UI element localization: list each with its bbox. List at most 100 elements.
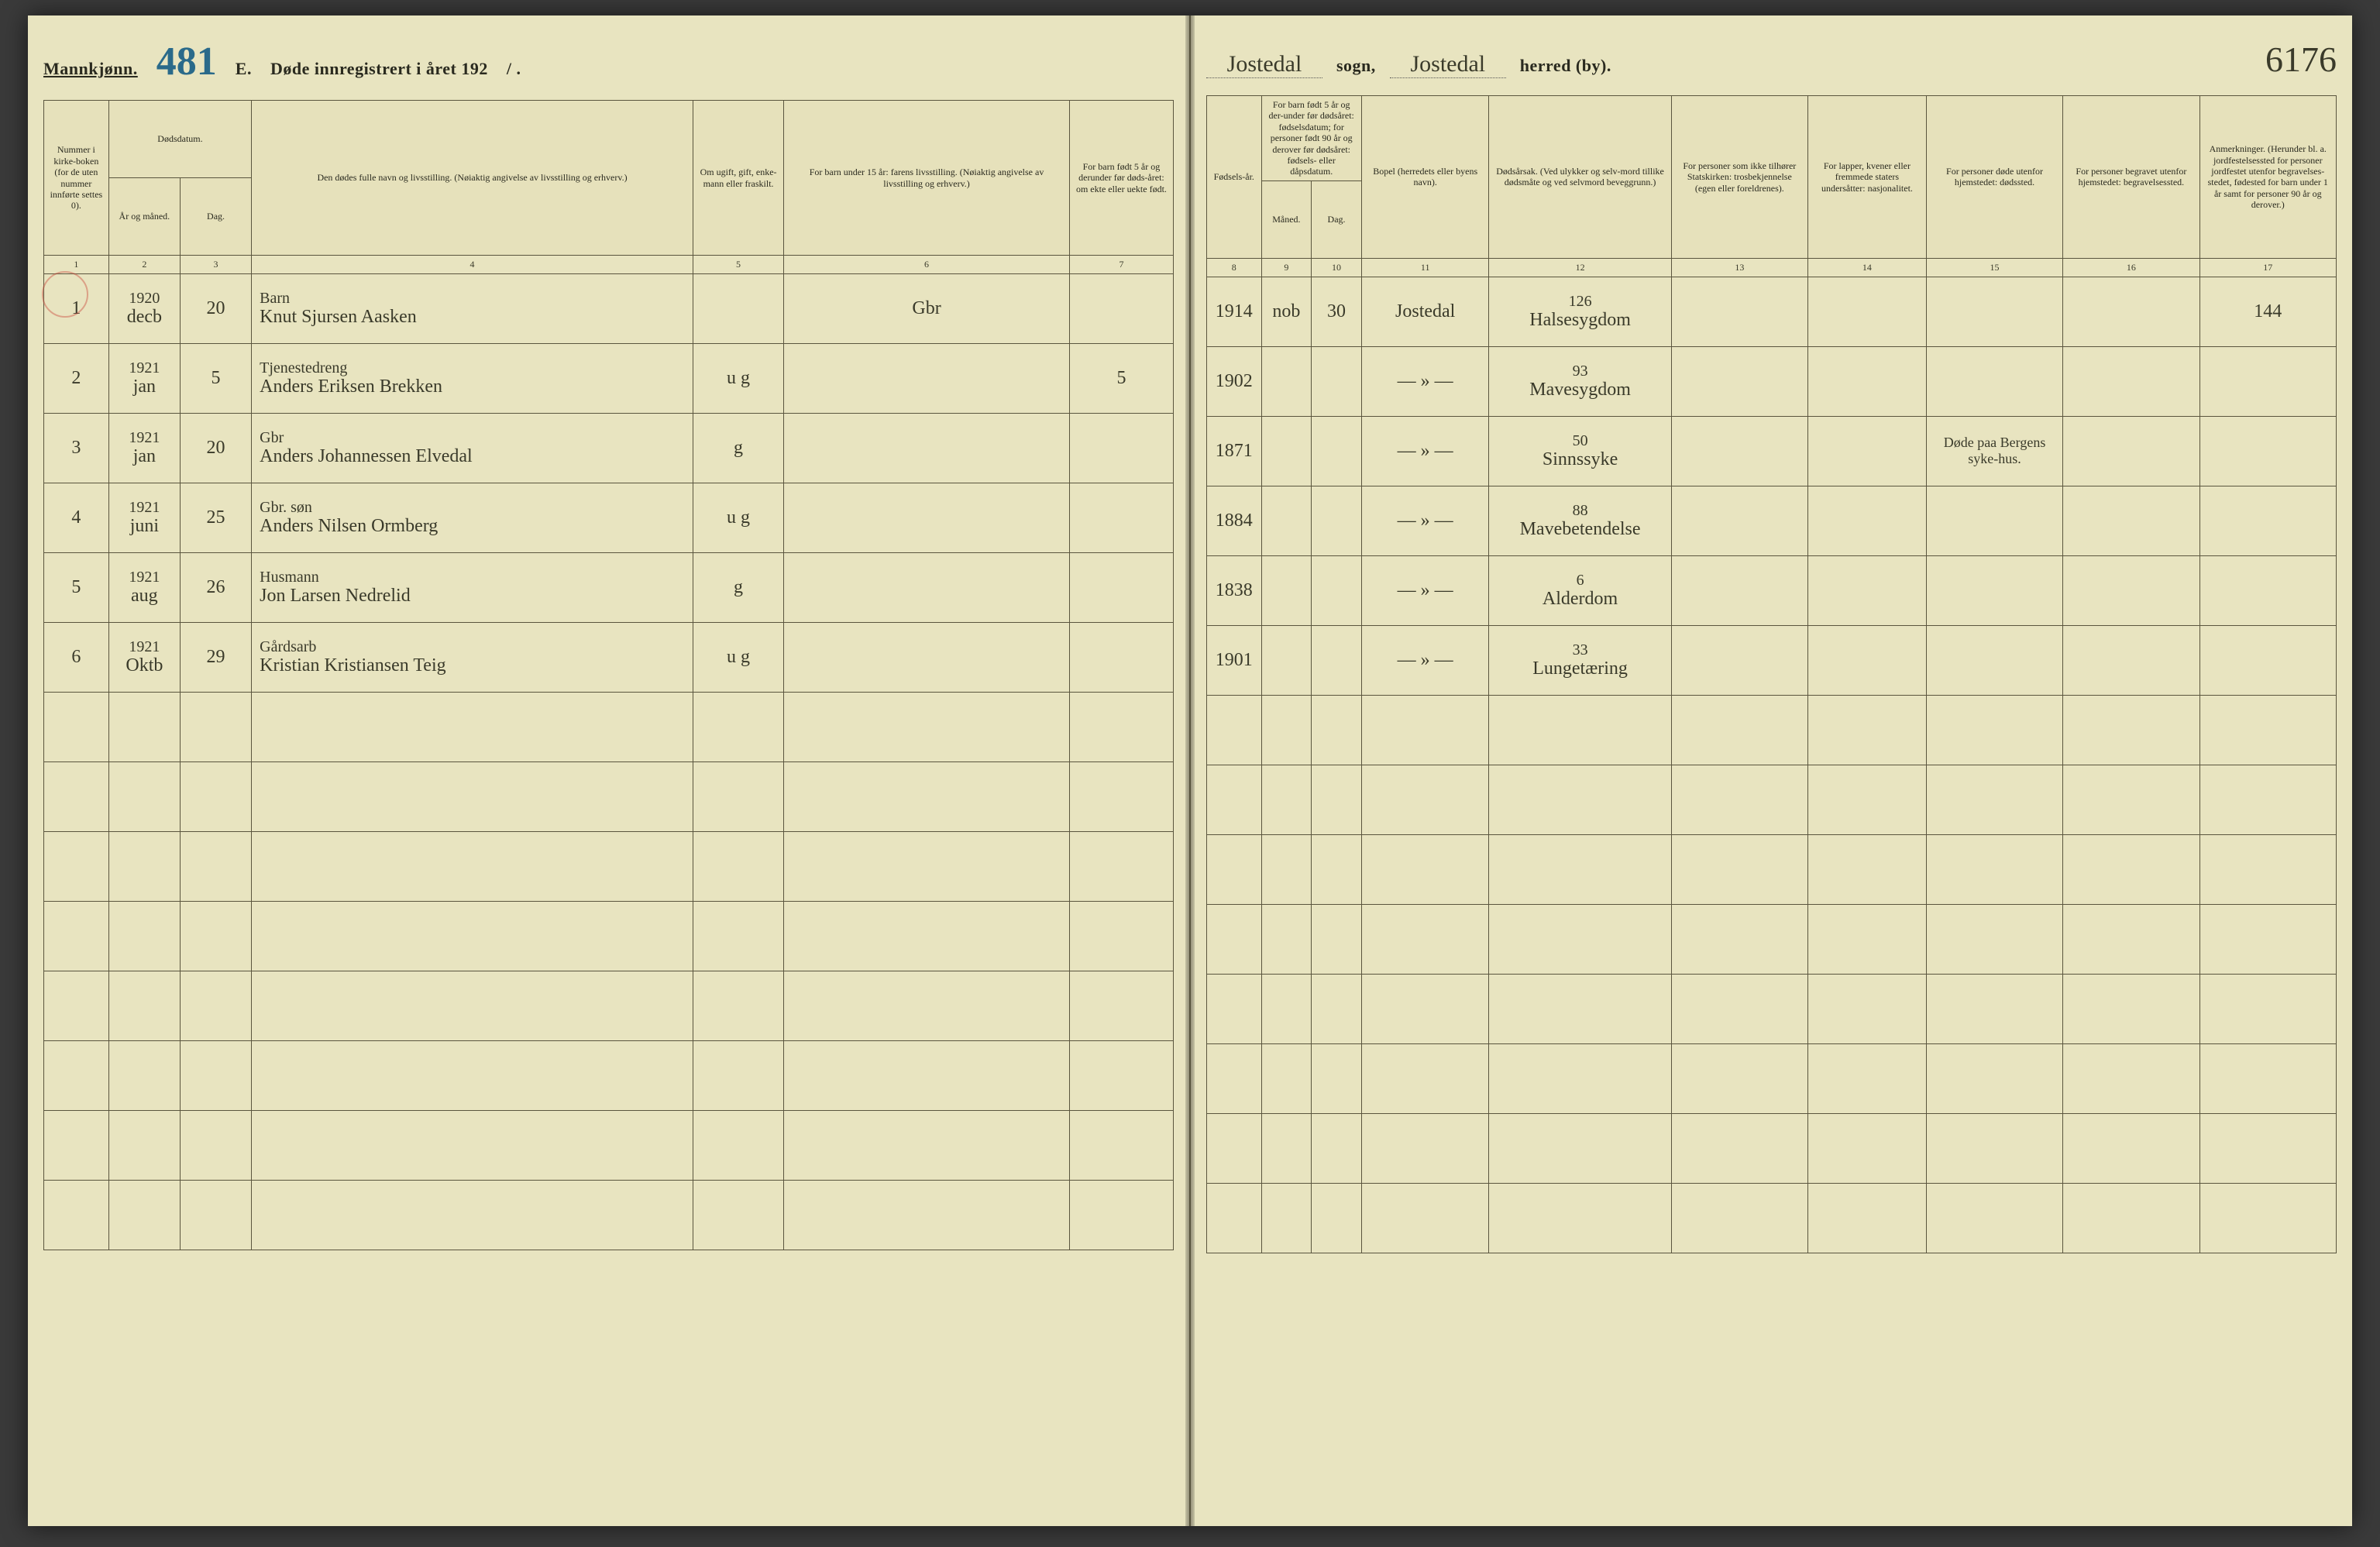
burial-place <box>2063 625 2199 695</box>
table-row-blank <box>44 971 1174 1041</box>
birth-year: 1901 <box>1207 625 1262 695</box>
death-place <box>1926 486 2062 555</box>
table-row-blank <box>1207 765 2337 834</box>
marital-status: u g <box>693 623 783 693</box>
cause-of-death: 33Lungetæring <box>1489 625 1671 695</box>
table-row-blank <box>44 902 1174 971</box>
col-number: 13 <box>1671 258 1807 277</box>
legitimate <box>1069 623 1173 693</box>
burial-place <box>2063 346 2199 416</box>
remarks <box>2199 346 2336 416</box>
residence: — » — <box>1361 555 1489 625</box>
burial-place <box>2063 486 2199 555</box>
table-row: 41921juni25Gbr. sønAnders Nilsen Ormberg… <box>44 483 1174 553</box>
col-header: Dødsdatum. <box>108 101 251 178</box>
birth-year: 1871 <box>1207 416 1262 486</box>
remarks <box>2199 625 2336 695</box>
name-occupation: TjenestedrengAnders Eriksen Brekken <box>252 344 693 414</box>
birth-day <box>1312 346 1362 416</box>
title-prefix: E. <box>236 59 252 79</box>
table-row-blank <box>44 1111 1174 1181</box>
col-header: År og måned. <box>108 178 180 256</box>
table-row: 1884— » —88Mavebetendelse <box>1207 486 2337 555</box>
birth-month <box>1261 555 1312 625</box>
father-occupation <box>784 483 1070 553</box>
legitimate: 5 <box>1069 344 1173 414</box>
row-number: 5 <box>44 553 109 623</box>
table-row-blank <box>1207 904 2337 974</box>
col-header: Anmerkninger. (Herunder bl. a. jordfeste… <box>2199 96 2336 259</box>
table-row-blank <box>1207 1113 2337 1183</box>
death-year-month: 1921Oktb <box>108 623 180 693</box>
table-row: 51921aug26HusmannJon Larsen Nedrelidg <box>44 553 1174 623</box>
col13 <box>1671 625 1807 695</box>
table-row: 1901— » —33Lungetæring <box>1207 625 2337 695</box>
birth-month <box>1261 486 1312 555</box>
marital-status: u g <box>693 344 783 414</box>
remarks <box>2199 555 2336 625</box>
table-row-blank <box>44 1041 1174 1111</box>
col13 <box>1671 555 1807 625</box>
col13 <box>1671 416 1807 486</box>
col-number: 15 <box>1926 258 2062 277</box>
table-row: 31921jan20GbrAnders Johannessen Elvedalg <box>44 414 1174 483</box>
remarks <box>2199 486 2336 555</box>
col-number: 16 <box>2063 258 2199 277</box>
name-occupation: GbrAnders Johannessen Elvedal <box>252 414 693 483</box>
col-number: 9 <box>1261 258 1312 277</box>
row-number: 1 <box>44 274 109 344</box>
marital-status: u g <box>693 483 783 553</box>
title-year-suffix: / . <box>507 59 521 79</box>
table-row-blank <box>1207 834 2337 904</box>
col-header: Nummer i kirke-boken (for de uten nummer… <box>44 101 109 256</box>
left-page: Mannkjønn. 481 E. Døde innregistrert i å… <box>28 15 1191 1526</box>
residence: — » — <box>1361 346 1489 416</box>
legitimate <box>1069 553 1173 623</box>
birth-day <box>1312 486 1362 555</box>
register-table-right: Fødsels-år. For barn født 5 år og der-un… <box>1206 95 2337 1253</box>
birth-year: 1884 <box>1207 486 1262 555</box>
table-row: 1914nob30Jostedal126Halsesygdom144 <box>1207 277 2337 346</box>
residence: — » — <box>1361 486 1489 555</box>
birth-day: 30 <box>1312 277 1362 346</box>
marital-status: g <box>693 414 783 483</box>
col14 <box>1808 346 1927 416</box>
cause-of-death: 93Mavesygdom <box>1489 346 1671 416</box>
col14 <box>1808 416 1927 486</box>
death-day: 26 <box>180 553 251 623</box>
father-occupation <box>784 623 1070 693</box>
herred-value: Jostedal <box>1390 51 1506 78</box>
death-day: 20 <box>180 414 251 483</box>
col-header: Om ugift, gift, enke-mann eller fraskilt… <box>693 101 783 256</box>
death-place: Døde paa Bergens syke-hus. <box>1926 416 2062 486</box>
row-number: 6 <box>44 623 109 693</box>
legitimate <box>1069 483 1173 553</box>
col-number: 2 <box>108 256 180 274</box>
burial-place <box>2063 555 2199 625</box>
name-occupation: GårdsarbKristian Kristiansen Teig <box>252 623 693 693</box>
page-number-script-right: 6176 <box>2265 39 2337 80</box>
death-year-month: 1921aug <box>108 553 180 623</box>
table-row: 1902— » —93Mavesygdom <box>1207 346 2337 416</box>
death-place <box>1926 555 2062 625</box>
col-header: Dag. <box>1312 180 1362 258</box>
birth-month <box>1261 346 1312 416</box>
col13 <box>1671 346 1807 416</box>
death-day: 20 <box>180 274 251 344</box>
table-row: 11920decb20BarnKnut Sjursen AaskenGbr <box>44 274 1174 344</box>
col-number: 1 <box>44 256 109 274</box>
birth-month <box>1261 625 1312 695</box>
marital-status <box>693 274 783 344</box>
col-header: For barn under 15 år: farens livsstillin… <box>784 101 1070 256</box>
col-number: 5 <box>693 256 783 274</box>
col14 <box>1808 625 1927 695</box>
cause-of-death: 6Alderdom <box>1489 555 1671 625</box>
legitimate <box>1069 414 1173 483</box>
marital-status: g <box>693 553 783 623</box>
gender-label: Mannkjønn. <box>43 59 138 79</box>
row-number: 3 <box>44 414 109 483</box>
birth-day <box>1312 555 1362 625</box>
col14 <box>1808 555 1927 625</box>
sogn-value: Jostedal <box>1206 51 1322 78</box>
death-year-month: 1921jan <box>108 344 180 414</box>
